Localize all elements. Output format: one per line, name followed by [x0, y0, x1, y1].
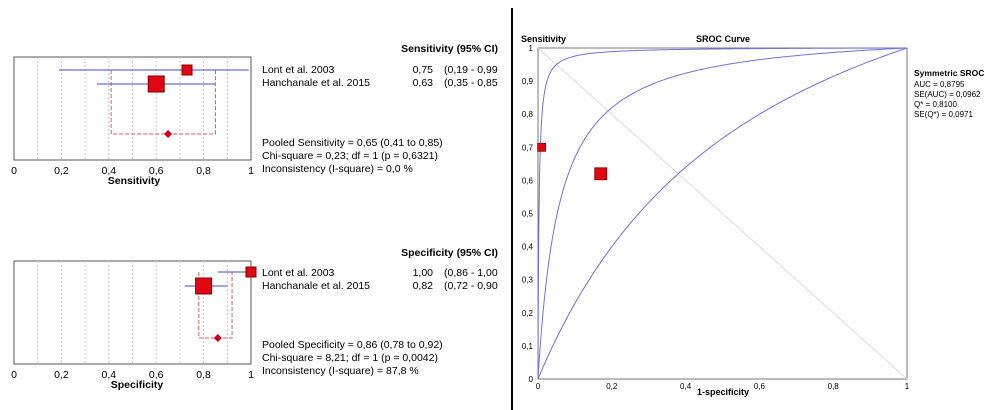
sroc-xtick-label: 0,8 [828, 382, 840, 391]
sens-col-header: Sensitivity (95% CI) [401, 43, 498, 55]
sens-study-name-0: Lont et al. 2003 [262, 64, 335, 76]
sens-tick-label: 0,4 [101, 165, 116, 177]
sroc-anti-diagonal [537, 47, 908, 380]
spec-study-name-1: Hanchanale et al. 2015 [262, 280, 370, 292]
spec-tick-label: 0,8 [196, 369, 211, 381]
sroc-ytick-label: 0,3 [522, 276, 534, 285]
sroc-ytick-label: 0,6 [522, 176, 534, 185]
spec-study-ci-1: (0,72 - 0,90 [444, 280, 498, 292]
sroc-ytick-label: 0,4 [522, 243, 534, 252]
sens-study-point-0: 0,75 [413, 64, 434, 76]
sens-study-ci-0: (0,19 - 0,99 [444, 64, 498, 76]
spec-tick-label: 0,2 [54, 369, 69, 381]
sroc-xtick-label: 0,6 [754, 382, 766, 391]
spec-inconsistency-text: Inconsistency (I-square) = 87,8 % [262, 365, 419, 377]
sens-tick-label: 0,6 [149, 165, 164, 177]
sroc-legend: Symmetric SROC AUC = 0,8795 SE(AUC) = 0,… [914, 68, 984, 119]
spec-study-name-0: Lont et al. 2003 [262, 267, 335, 279]
spec-tick-label: 0,4 [101, 369, 116, 381]
spec-pooled-diamond [213, 334, 222, 342]
sens-tick-label: 0,2 [54, 165, 69, 177]
sens-pooled-ci-bracket [110, 70, 216, 135]
sroc-ytick-label: 0 [529, 375, 534, 384]
spec-tick-label: 0 [11, 369, 17, 381]
sens-study-point-1 [147, 75, 165, 93]
sroc-study-point-1 [594, 167, 608, 181]
sroc-study-point-0 [537, 142, 547, 152]
sens-study-point-1: 0,63 [413, 77, 434, 89]
sroc-ytick-label: 0,5 [522, 210, 534, 219]
sens-xlabel: Sensitivity [108, 175, 161, 187]
sroc-title: SROC Curve [696, 34, 750, 44]
sens-tick-label: 0,8 [196, 165, 211, 177]
sroc-ytick-label: 0,9 [522, 77, 534, 86]
spec-xlabel: Specificity [111, 379, 164, 391]
sroc-xtick-label: 0 [536, 382, 541, 391]
sroc-curve [537, 47, 908, 379]
sroc-ytick-label: 0,1 [522, 342, 534, 351]
sroc-ytick-label: 0,2 [522, 309, 534, 318]
sroc-ytick-label: 0,7 [522, 143, 534, 152]
sroc-legend-auc: AUC = 0,8795 [914, 80, 965, 89]
sroc-legend-title: Symmetric SROC [914, 68, 984, 78]
sroc-xtick-label: 1 [905, 382, 910, 391]
spec-study-point-0: 1,00 [413, 267, 434, 279]
sroc-legend-se-qstar: SE(Q*) = 0,0971 [914, 110, 973, 119]
sens-study-name-1: Hanchanale et al. 2015 [262, 77, 370, 89]
spec-study-point-0 [245, 266, 257, 278]
sroc-ytick-label: 0,8 [522, 110, 534, 119]
sroc-xtick-label: 0,2 [606, 382, 618, 391]
sroc-legend-se-auc: SE(AUC) = 0,0962 [914, 90, 981, 99]
sens-tick-label: 0 [11, 165, 17, 177]
specificity-forest-plot: 0 0,2 0,4 0,6 0,8 1 Specificity Specificity (… [11, 247, 498, 391]
spec-chisq-text: Chi-square = 8,21; df = 1 (p = 0,0042) [262, 352, 438, 364]
sens-study-ci-1: (0,35 - 0,85 [444, 77, 498, 89]
spec-tick-label: 0,6 [149, 369, 164, 381]
spec-study-point-1: 0,82 [413, 280, 434, 292]
sroc-legend-qstar: Q* = 0,8100 [914, 100, 957, 109]
spec-study-ci-0: (0,86 - 1,00 [444, 267, 498, 279]
sroc-xlabel: 1-specificity [697, 387, 749, 397]
spec-col-header: Specificity (95% CI) [401, 247, 498, 259]
sens-pooled-text: Pooled Sensitivity = 0,65 (0,41 to 0,85) [262, 137, 443, 149]
sens-study-point-0 [181, 64, 193, 76]
sroc-plot: Sensitivity SROC Curve 0 0,2 0,4 0,6 0,8 1 0 0… [521, 34, 984, 397]
spec-plot-frame [13, 260, 252, 365]
sensitivity-forest-plot: 0 0,2 0,4 0,6 0,8 1 Sensitivity Sensitivity (… [11, 43, 498, 187]
sroc-xtick-label: 0,4 [680, 382, 692, 391]
sroc-ylabel: Sensitivity [521, 34, 566, 44]
sroc-ytick-label: 1 [529, 44, 534, 53]
sens-inconsistency-text: Inconsistency (I-square) = 0,0 % [262, 163, 413, 175]
sroc-lower-curve [537, 47, 908, 380]
sens-pooled-diamond [164, 130, 173, 138]
sens-chisq-text: Chi-square = 0,23; df = 1 (p = 0,6321) [262, 150, 438, 162]
spec-pooled-ci-bracket [198, 272, 233, 339]
sens-tick-label: 1 [248, 165, 254, 177]
spec-tick-label: 1 [248, 369, 254, 381]
spec-pooled-text: Pooled Specificity = 0,86 (0,78 to 0,92) [262, 339, 443, 351]
sroc-upper-curve [537, 47, 908, 379]
spec-study-point-1 [195, 277, 213, 295]
